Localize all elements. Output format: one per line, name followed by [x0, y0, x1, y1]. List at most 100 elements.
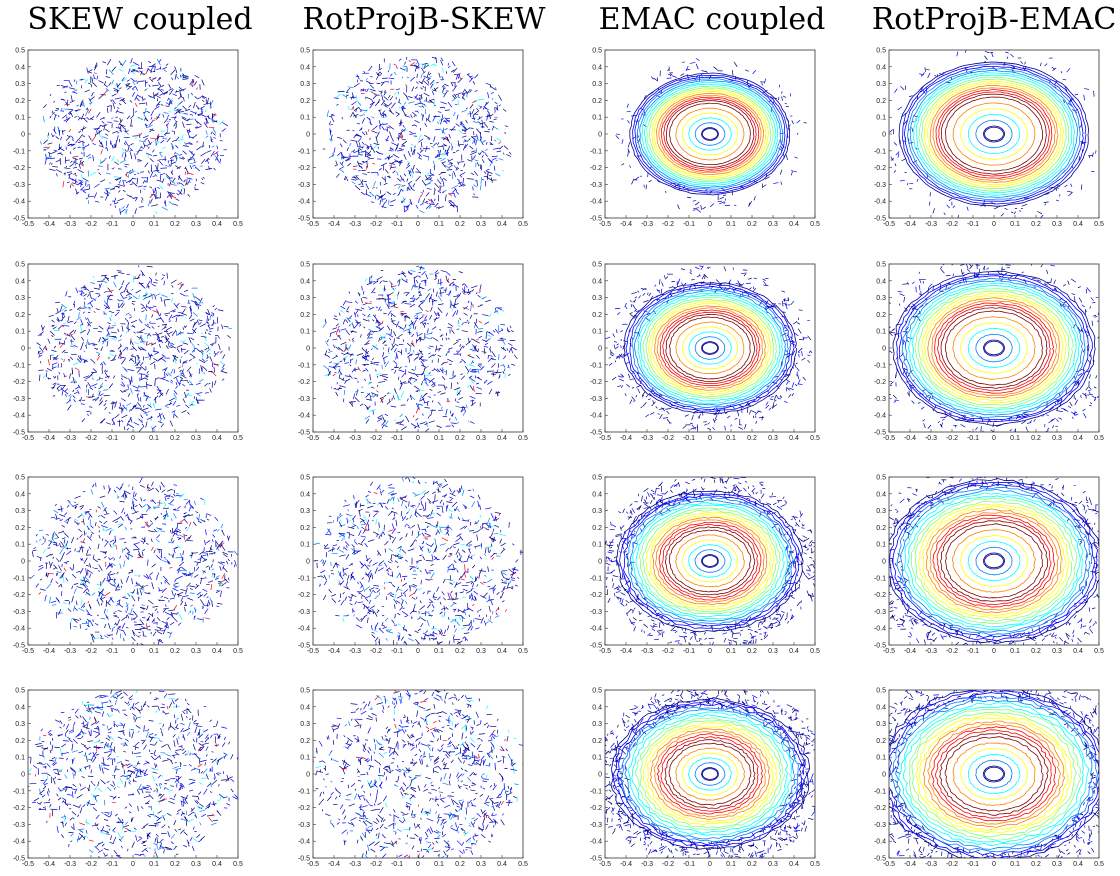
contour-segment — [624, 393, 627, 397]
contour-segment — [159, 316, 165, 323]
contour-segment — [424, 123, 428, 127]
contour-segment — [443, 91, 448, 98]
contour-segment — [107, 294, 112, 300]
contour-segment — [1020, 61, 1024, 64]
contour-segment — [125, 179, 131, 184]
contour-segment — [415, 86, 418, 90]
contour-segment — [698, 413, 701, 419]
contour-segment — [146, 110, 151, 114]
contour-segment — [346, 147, 349, 152]
contour-segment — [498, 141, 502, 145]
contour-segment — [210, 314, 213, 317]
contour-segment — [142, 404, 145, 408]
contour-segment — [171, 314, 178, 319]
contour-segment — [444, 152, 450, 155]
contour-segment — [498, 158, 504, 161]
contour-segment — [165, 105, 170, 107]
contour-segment — [901, 158, 907, 162]
contour-segment — [430, 298, 436, 302]
contour-segment — [439, 149, 442, 154]
contour-segment — [333, 318, 339, 321]
contour-segment — [95, 308, 100, 311]
contour-segment — [429, 177, 433, 180]
contour-segment — [430, 198, 435, 204]
contour-segment — [43, 139, 49, 144]
contour-segment — [407, 150, 411, 157]
contour-segment — [894, 88, 898, 93]
contour-segment — [113, 322, 117, 325]
contour-segment — [210, 99, 214, 106]
contour-segment — [380, 397, 384, 403]
contour-segment — [450, 69, 455, 73]
contour-segment — [451, 424, 455, 428]
contour-segment — [169, 89, 174, 95]
contour-segment — [381, 424, 385, 429]
contour-segment — [344, 380, 347, 384]
contour-segment — [122, 366, 127, 370]
contour-segment — [902, 369, 906, 375]
contour-segment — [120, 291, 124, 294]
contour-segment — [640, 288, 647, 290]
contour-segment — [364, 355, 367, 359]
contour-segment — [168, 320, 172, 322]
contour-segment — [668, 286, 673, 289]
contour-segment — [188, 136, 195, 139]
contour-segment — [51, 324, 55, 328]
contour-segment — [73, 392, 78, 394]
contour-segment — [87, 317, 91, 324]
contour-segment — [1088, 155, 1091, 159]
contour-segment — [366, 350, 370, 353]
contour-segment — [134, 110, 137, 113]
contour-segment — [627, 141, 631, 148]
contour-segment — [439, 335, 443, 337]
contour-segment — [113, 281, 117, 288]
contour-segment — [447, 278, 450, 282]
contour-segment — [149, 96, 155, 98]
contour-segment — [452, 95, 456, 99]
contour-segment — [381, 94, 384, 102]
contour-segment — [175, 90, 178, 94]
contour-segment — [1052, 67, 1057, 71]
contour-segment — [410, 270, 416, 272]
contour-segment — [439, 118, 441, 122]
contour-segment — [893, 400, 897, 403]
contour-segment — [387, 310, 392, 316]
contour-segment — [433, 136, 436, 142]
contour-segment — [101, 274, 108, 277]
y-tick-label: 0.1 — [15, 115, 25, 122]
contour-segment — [655, 406, 658, 409]
contour-segment — [387, 156, 390, 161]
contour-segment — [385, 199, 388, 203]
contour-segment — [79, 163, 85, 167]
contour-segment — [1010, 211, 1014, 214]
contour-segment — [352, 165, 358, 168]
contour-segment — [648, 392, 652, 396]
contour-segment — [762, 89, 768, 94]
contour-segment — [437, 401, 441, 406]
contour-segment — [433, 87, 437, 92]
contour-segment — [471, 370, 478, 372]
contour-segment — [749, 410, 751, 415]
contour-segment — [402, 105, 405, 110]
contour-segment — [378, 109, 382, 112]
y-tick-label: 0.3 — [876, 81, 886, 88]
contour-segment — [74, 174, 78, 177]
contour-segment — [421, 322, 425, 327]
contour-segment — [450, 301, 452, 309]
contour-segment — [345, 346, 349, 351]
contour-segment — [414, 124, 418, 127]
contour-segment — [169, 420, 173, 427]
contour-segment — [454, 187, 458, 192]
contour-segment — [85, 344, 88, 349]
contour-segment — [130, 340, 134, 346]
contour-segment — [378, 297, 384, 300]
contour-segment — [360, 334, 362, 338]
contour-segment — [63, 359, 66, 363]
contour-segment — [375, 73, 380, 80]
contour-segment — [161, 277, 165, 280]
contour-segment — [337, 365, 341, 368]
contour-segment — [418, 138, 424, 143]
contour-segment — [183, 179, 186, 183]
contour-segment — [189, 309, 193, 315]
contour-segment — [1054, 402, 1057, 405]
